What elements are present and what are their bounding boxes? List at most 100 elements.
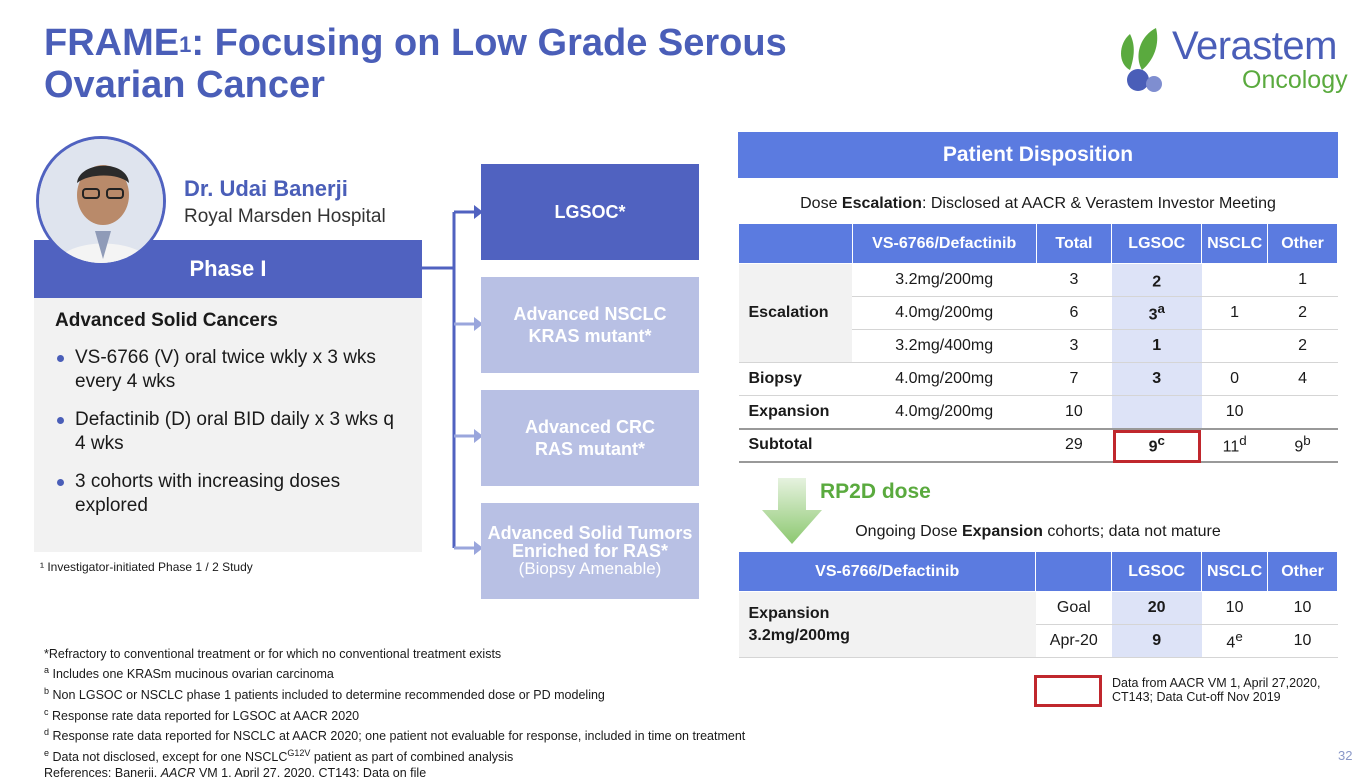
title-superscript: 1 <box>179 32 192 57</box>
ref-italic: AACR <box>160 766 196 777</box>
other-cell: 10 <box>1267 624 1338 658</box>
person-icon <box>39 139 163 263</box>
highlight-box <box>1113 430 1201 463</box>
table-header-row: VS-6766/Defactinib Total LGSOC NSCLC Oth… <box>738 223 1338 264</box>
total-cell: 3 <box>1036 329 1112 363</box>
presenter-org: Royal Marsden Hospital <box>184 206 386 227</box>
lgsoc-cell <box>1111 395 1202 429</box>
cell-value: 2 <box>1298 304 1307 321</box>
other-cell: 10 <box>1267 591 1338 625</box>
header-cell: Other <box>1267 223 1338 264</box>
down-arrow-icon <box>762 478 822 544</box>
escalation-note: Dose Escalation: Disclosed at AACR & Ver… <box>738 195 1338 213</box>
cell-value: 1 <box>1152 337 1162 354</box>
header-cell: Other <box>1267 551 1338 592</box>
footnote-star: *Refractory to conventional treatment or… <box>44 647 502 661</box>
references: References: Banerji, AACR VM 1, April 27… <box>44 765 745 777</box>
page-number: 32 <box>1338 748 1353 763</box>
lgsoc-cell: 20 <box>1111 591 1202 625</box>
cell-value: 11 <box>1222 438 1240 456</box>
row-label-line: Expansion <box>748 604 830 622</box>
arm-label: Advanced NSCLC <box>513 304 667 324</box>
ref-text: References: Banerji, <box>44 766 161 777</box>
logo-brand: Verastem <box>1172 24 1337 68</box>
cell-footnote: c <box>1157 433 1165 449</box>
table-header-row: VS-6766/Defactinib LGSOC NSCLC Other <box>737 551 1338 592</box>
nsclc-cell: 10 <box>1201 591 1268 625</box>
footnote-text: Response rate data reported for NSCLC at… <box>52 729 746 744</box>
footnote-text: Response rate data reported for LGSOC at… <box>51 708 360 723</box>
table-row: Expansion 4.0mg/200mg 10 10 <box>738 395 1338 429</box>
total-cell: 7 <box>1036 362 1112 396</box>
footnote-text: Includes one KRASm mucinous ovarian carc… <box>52 667 334 682</box>
cell-footnote: d <box>1239 433 1247 449</box>
subtotal-row: Subtotal 29 9c 11d 9b <box>738 427 1338 463</box>
note-bold: Escalation <box>841 195 922 212</box>
row-label: Expansion 3.2mg/200mg <box>738 591 1036 658</box>
table-row: 3.2mg/400mg 3 1 2 <box>739 329 1338 363</box>
arm-label: Advanced Solid Tumors Enriched for RAS* <box>487 523 693 561</box>
other-cell: 2 <box>1267 329 1338 363</box>
bullet-item: VS-6766 (V) oral twice wkly x 3 wks ever… <box>55 346 405 394</box>
table-row: Biopsy 4.0mg/200mg 7 3 0 4 <box>738 362 1338 396</box>
nsclc-cell <box>1201 329 1268 363</box>
header-cell <box>738 223 853 264</box>
phase-footnote: ¹ Investigator-initiated Phase 1 / 2 Stu… <box>40 560 253 574</box>
nsclc-cell: 11d <box>1201 427 1268 463</box>
ref-text: VM 1, April 27, 2020, CT143; Data on fil… <box>195 766 427 777</box>
title-rest: : Focusing on Low Grade Serous <box>191 22 787 64</box>
nsclc-cell: 4e <box>1201 624 1268 658</box>
flow-connector <box>420 205 483 555</box>
header-cell: VS-6766/Defactinib <box>737 551 1037 592</box>
table-row: Expansion 3.2mg/200mg Goal 20 10 10 <box>738 591 1338 658</box>
nsclc-cell: 0 <box>1201 362 1268 396</box>
cell-value: 10 <box>1225 402 1244 420</box>
cell-value: 4 <box>1298 370 1307 387</box>
table-row: Apr-20 9 4e 10 <box>739 624 1338 658</box>
note-text: cohorts; data not mature <box>1042 523 1221 540</box>
nsclc-cell <box>1201 263 1268 297</box>
verastem-logo: Verastem Oncology <box>1116 22 1356 102</box>
cell-value: 9 <box>1148 438 1158 456</box>
total-cell: 10 <box>1036 395 1112 429</box>
arm-sublabel: RAS mutant* <box>534 439 645 459</box>
other-cell <box>1267 395 1338 429</box>
other-cell: 2 <box>1267 296 1338 330</box>
lgsoc-cell: 3 <box>1111 362 1202 396</box>
header-cell <box>1035 551 1113 592</box>
header-cell: Total <box>1035 223 1113 264</box>
footnote-a: a Includes one KRASm mucinous ovarian ca… <box>44 665 334 682</box>
legend-swatch <box>1034 675 1102 707</box>
dose-cell: 4.0mg/200mg <box>852 296 1037 330</box>
bullet-item: 3 cohorts with increasing doses explored <box>55 470 405 518</box>
arm-crc: Advanced CRC RAS mutant* <box>481 390 699 486</box>
footnote-e: e Data not disclosed, except for one NSC… <box>44 747 514 764</box>
footnote-text: Data not disclosed, except for one NSCLC <box>52 749 288 764</box>
table-row: 4.0mg/200mg 6 3a 1 2 <box>739 296 1338 330</box>
other-cell: 4 <box>1267 362 1338 396</box>
footnote-d: d Response rate data reported for NSCLC … <box>44 727 746 744</box>
header-cell: VS-6766/Defactinib <box>851 223 1037 264</box>
arm-label: LGSOC* <box>554 202 626 222</box>
dose-cell <box>852 427 1037 463</box>
row-label: Expansion <box>738 395 853 429</box>
arm-sublabel: KRAS mutant* <box>528 326 652 346</box>
bullet-item: Defactinib (D) oral BID daily x 3 wks q … <box>55 408 405 456</box>
verastem-leaf-icon <box>1121 28 1162 92</box>
dose-cell: 4.0mg/200mg <box>852 395 1037 429</box>
presenter-name: Dr. Udai Banerji <box>184 176 348 201</box>
expansion-table: VS-6766/Defactinib LGSOC NSCLC Other Exp… <box>737 551 1338 658</box>
footnote-text: patient as part of combined analysis <box>310 749 514 764</box>
arm-lgsoc: LGSOC* <box>481 164 699 260</box>
lgsoc-cell: 2 <box>1111 263 1202 297</box>
expansion-note: Ongoing Dose Expansion cohorts; data not… <box>738 523 1338 541</box>
presenter-avatar <box>36 136 166 266</box>
timepoint-cell: Apr-20 <box>1035 624 1112 658</box>
total-cell: 3 <box>1036 263 1112 297</box>
row-label: Escalation <box>738 263 853 363</box>
footnote-sup: G12V <box>287 747 311 758</box>
study-bullets: VS-6766 (V) oral twice wkly x 3 wks ever… <box>55 346 405 532</box>
row-label-line: 3.2mg/200mg <box>748 626 850 644</box>
footnote-c: c Response rate data reported for LGSOC … <box>44 706 360 723</box>
cell-value: 1 <box>1298 271 1307 288</box>
